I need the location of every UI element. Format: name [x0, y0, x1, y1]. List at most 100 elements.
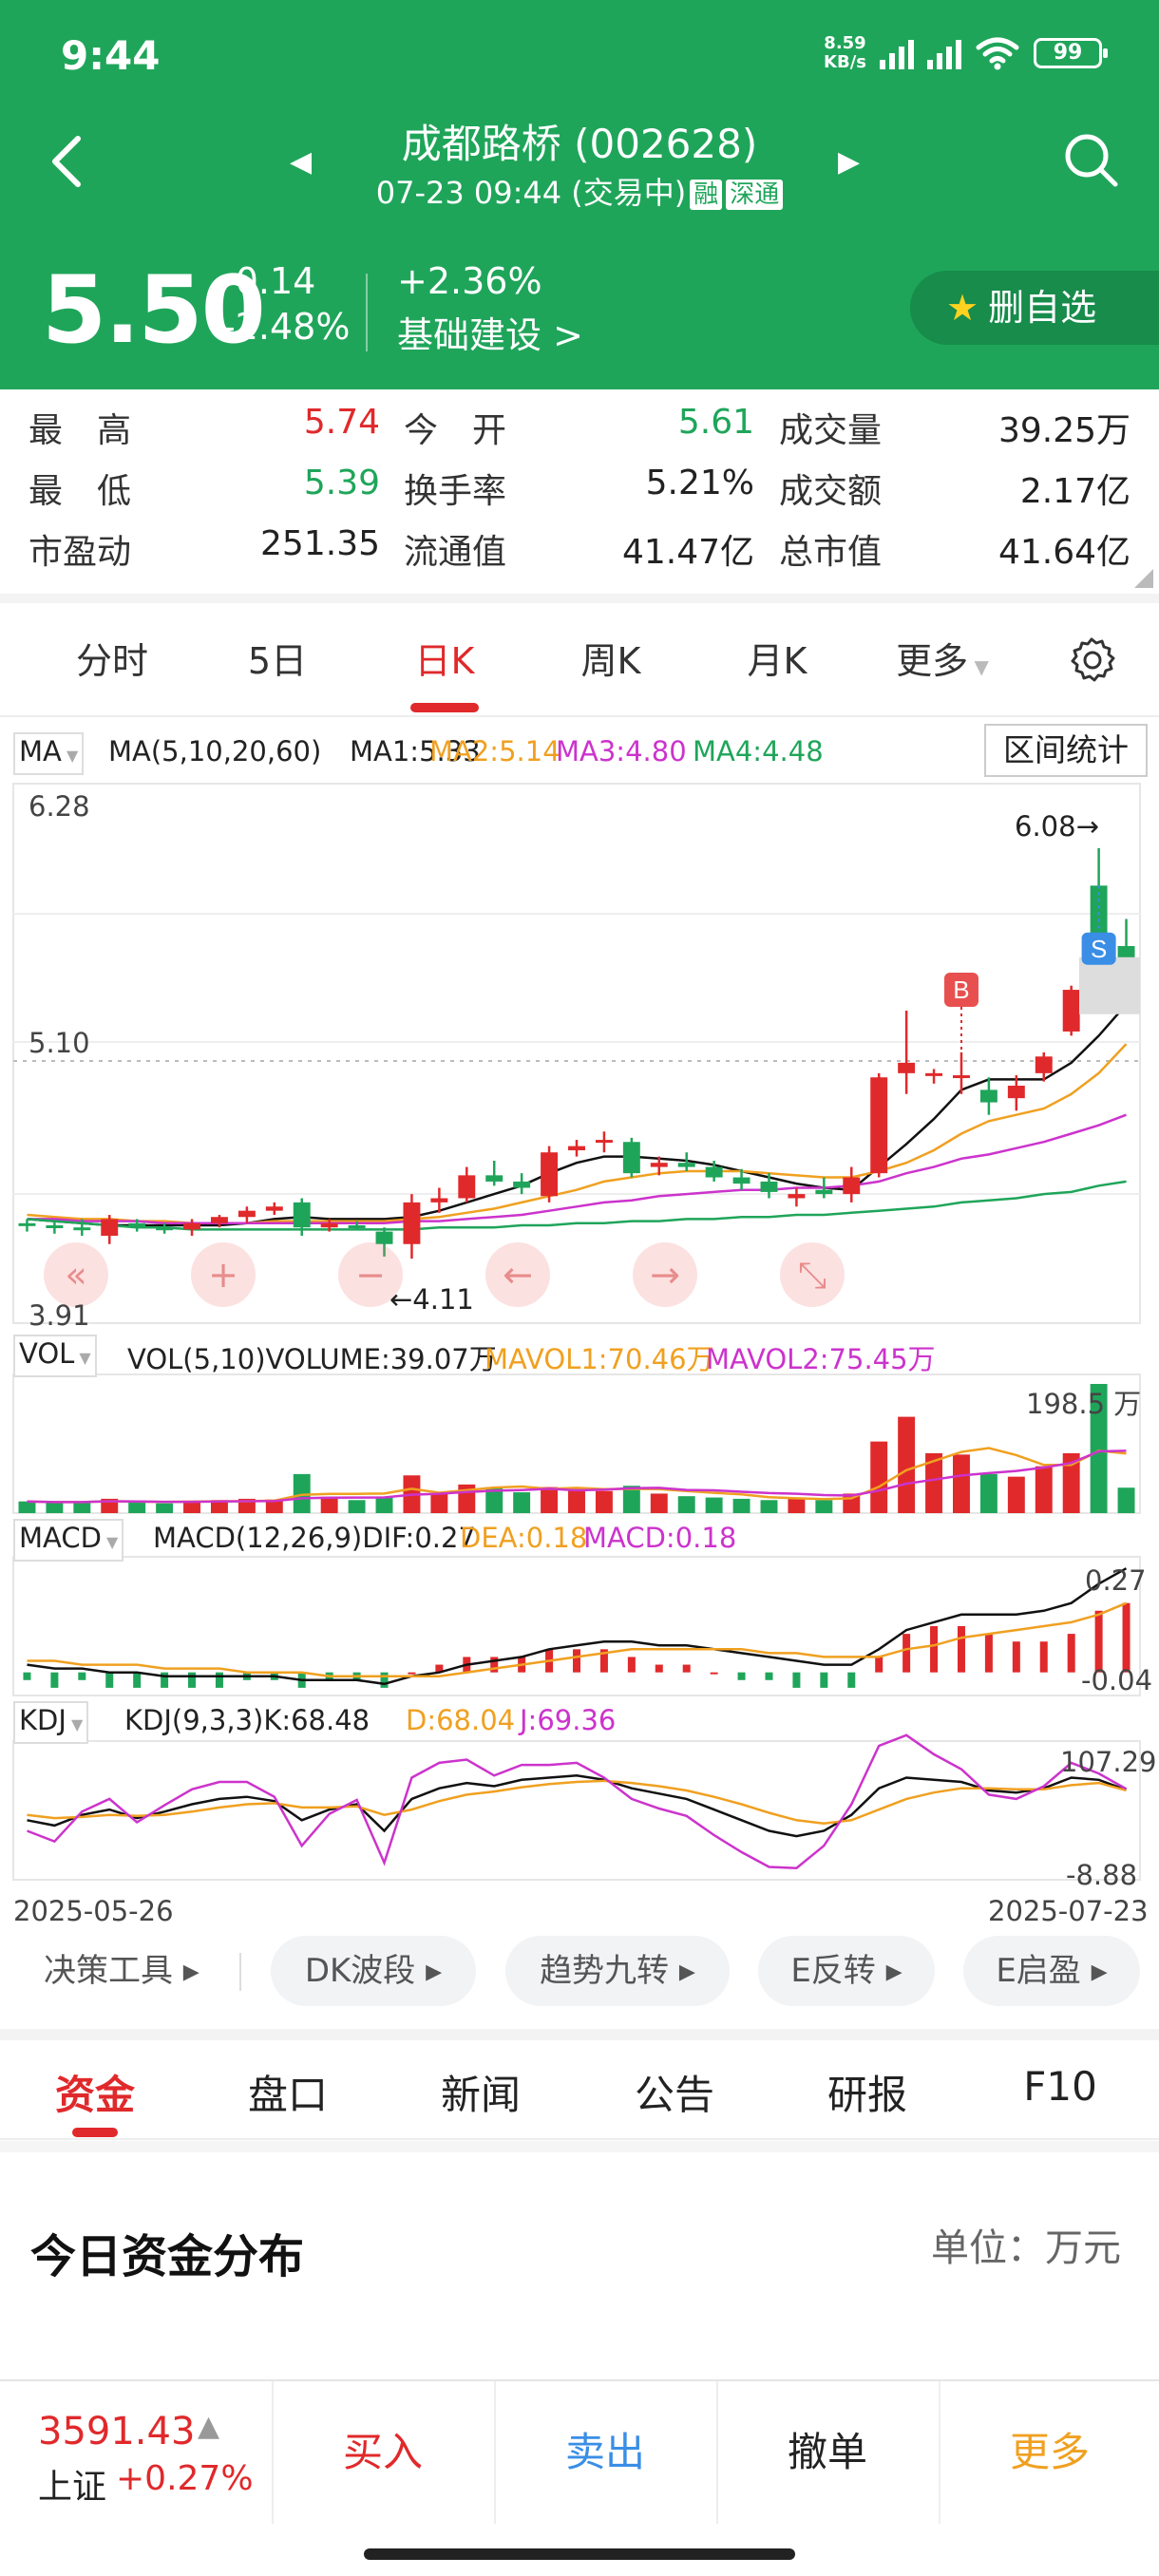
vol-selector[interactable]: VOL ▼ — [13, 1335, 97, 1377]
macd-bar — [490, 1657, 499, 1673]
stat-label: 换手率 — [404, 472, 507, 511]
macd-bar — [23, 1672, 31, 1680]
stat-label: 流通值 — [404, 533, 507, 572]
tab-daily-k[interactable]: 日K — [414, 640, 475, 682]
candle-body — [925, 1072, 943, 1076]
macd-bar — [78, 1672, 86, 1680]
macd-bar — [1039, 1641, 1048, 1673]
candle-body — [677, 1163, 695, 1167]
sector-change[interactable]: +2.36% — [397, 260, 542, 302]
macd-top-label: 0.27 — [1085, 1564, 1147, 1597]
bottom-trade-bar: 3591.43 ▲ 上证 +0.27% 买入 卖出 撤单 更多 — [0, 2379, 1159, 2576]
tab-weekly-k[interactable]: 周K — [580, 640, 641, 682]
macd-dea-line — [27, 1601, 1127, 1677]
volume-bar — [815, 1500, 833, 1513]
stat-label: 成交额 — [779, 472, 883, 511]
zoom-in-icon[interactable] — [191, 1242, 256, 1307]
tab-news[interactable]: 新闻 — [440, 2072, 521, 2118]
dropdown-icon: ▼ — [66, 1715, 84, 1733]
candle-body — [870, 1077, 888, 1174]
tab-more[interactable]: 更多 ▼ — [896, 640, 989, 682]
candle-body — [622, 1142, 640, 1174]
gear-icon[interactable] — [1064, 634, 1119, 689]
stats-grid: 最 高 5.74 最 低 5.39 市盈动 251.35 今 开 5.61 换手… — [0, 389, 1159, 594]
kdj-panel-frame — [12, 1740, 1141, 1881]
buy-button[interactable]: 买入 — [272, 2381, 492, 2524]
pan-left-icon[interactable] — [485, 1242, 550, 1307]
clock: 9:44 — [61, 32, 161, 79]
ma4-value: MA4:4.48 — [693, 735, 824, 767]
price-change: -0.14 — [222, 260, 316, 302]
fullscreen-icon[interactable] — [780, 1242, 845, 1307]
volume-bar — [595, 1490, 613, 1513]
macd-bar — [875, 1657, 884, 1673]
search-icon[interactable] — [1060, 129, 1121, 190]
sector-link[interactable]: 基础建设 > — [397, 314, 583, 356]
buy-marker-label: B — [953, 975, 969, 1004]
kdj-d-value: D:68.04 — [406, 1704, 516, 1736]
zoom-out-icon[interactable] — [338, 1242, 403, 1307]
tab-monthly-k[interactable]: 月K — [747, 640, 808, 682]
macd-bar — [1067, 1634, 1075, 1673]
dropdown-icon: ▼ — [61, 747, 79, 765]
stat-turnover-rate: 5.21% — [645, 464, 754, 502]
kdj-k-line — [27, 1774, 1127, 1838]
macd-bar — [435, 1664, 444, 1673]
nav-rewind-icon[interactable] — [44, 1242, 108, 1307]
pan-left-icon-glyph: ← — [503, 1254, 533, 1296]
expand-corner-icon[interactable] — [1134, 569, 1153, 588]
remove-favorite-button[interactable]: ★ 删自选 — [910, 271, 1159, 345]
nav-rewind-icon-glyph: « — [65, 1254, 86, 1296]
ma-selector[interactable]: MA ▼ — [13, 732, 85, 775]
next-stock-icon[interactable]: ▶ — [838, 145, 861, 179]
candle-body — [128, 1222, 146, 1228]
tab-intraday[interactable]: 分时 — [75, 640, 148, 682]
decision-tools-button[interactable]: 决策工具 ▸ — [44, 1952, 200, 1990]
divider — [239, 1953, 241, 1991]
tab-5day[interactable]: 5日 — [247, 640, 308, 682]
kline-chart[interactable]: B S « + − ← → ⤡ MA ▼ MA(5,10,20,60) MA1:5.33 MA… — [0, 719, 1159, 1944]
kdj-selector[interactable]: KDJ ▼ — [13, 1701, 89, 1744]
e-reversal-chip[interactable]: E反转 ▸ — [758, 1936, 935, 2006]
stat-label: 总市值 — [779, 533, 883, 572]
sell-button[interactable]: 卖出 — [494, 2381, 714, 2524]
index-value[interactable]: 3591.43 — [38, 2410, 196, 2453]
tab-orderbook[interactable]: 盘口 — [247, 2072, 328, 2118]
macd-selector[interactable]: MACD ▼ — [13, 1519, 124, 1562]
volume-bar — [705, 1497, 723, 1513]
e-profit-chip[interactable]: E启盈 ▸ — [963, 1936, 1140, 2006]
trend-nine-chip[interactable]: 趋势九转 ▸ — [505, 1936, 730, 2006]
sell-highlight — [1079, 957, 1140, 1014]
candle-body — [1035, 1056, 1053, 1073]
volume-bar — [1117, 1487, 1135, 1513]
kline-svg[interactable]: B S « + − ← → ⤡ — [0, 719, 1159, 1925]
net-speed: 8.59 KB/s — [824, 33, 866, 72]
candle-body — [1062, 990, 1080, 1032]
candle-body — [485, 1175, 504, 1182]
index-change: +0.27% — [116, 2459, 254, 2498]
more-button[interactable]: 更多 — [939, 2381, 1159, 2524]
volume-bar — [128, 1503, 146, 1513]
back-button[interactable] — [38, 123, 95, 199]
candle-body — [458, 1175, 476, 1199]
macd-bar — [902, 1634, 911, 1673]
pan-right-icon[interactable] — [633, 1242, 697, 1307]
index-name: 上证 — [38, 2468, 107, 2507]
vol-params: VOL(5,10)VOLUME:39.07万 — [127, 1343, 497, 1375]
tools-row: 决策工具 ▸ DK波段 ▸ 趋势九转 ▸ E反转 ▸ E启盈 ▸ — [0, 1930, 1159, 2016]
dk-band-chip[interactable]: DK波段 ▸ — [271, 1936, 476, 2006]
macd-bar — [105, 1672, 114, 1688]
prev-stock-icon[interactable]: ◀ — [290, 145, 313, 179]
tab-f10[interactable]: F10 — [1023, 2063, 1097, 2110]
range-stats-button[interactable]: 区间统计 — [984, 724, 1148, 777]
tab-research[interactable]: 研报 — [826, 2072, 907, 2118]
macd-panel-frame — [12, 1556, 1141, 1696]
tab-funds[interactable]: 资金 — [54, 2072, 135, 2118]
battery-icon: 99 — [1034, 38, 1108, 68]
home-indicator — [364, 2548, 795, 2560]
price-change-pct: -2.48% — [222, 306, 351, 348]
candle-body — [650, 1163, 668, 1167]
cancel-order-button[interactable]: 撤单 — [716, 2381, 937, 2524]
tab-announcements[interactable]: 公告 — [634, 2072, 714, 2118]
current-price: 5.50 — [42, 256, 266, 365]
